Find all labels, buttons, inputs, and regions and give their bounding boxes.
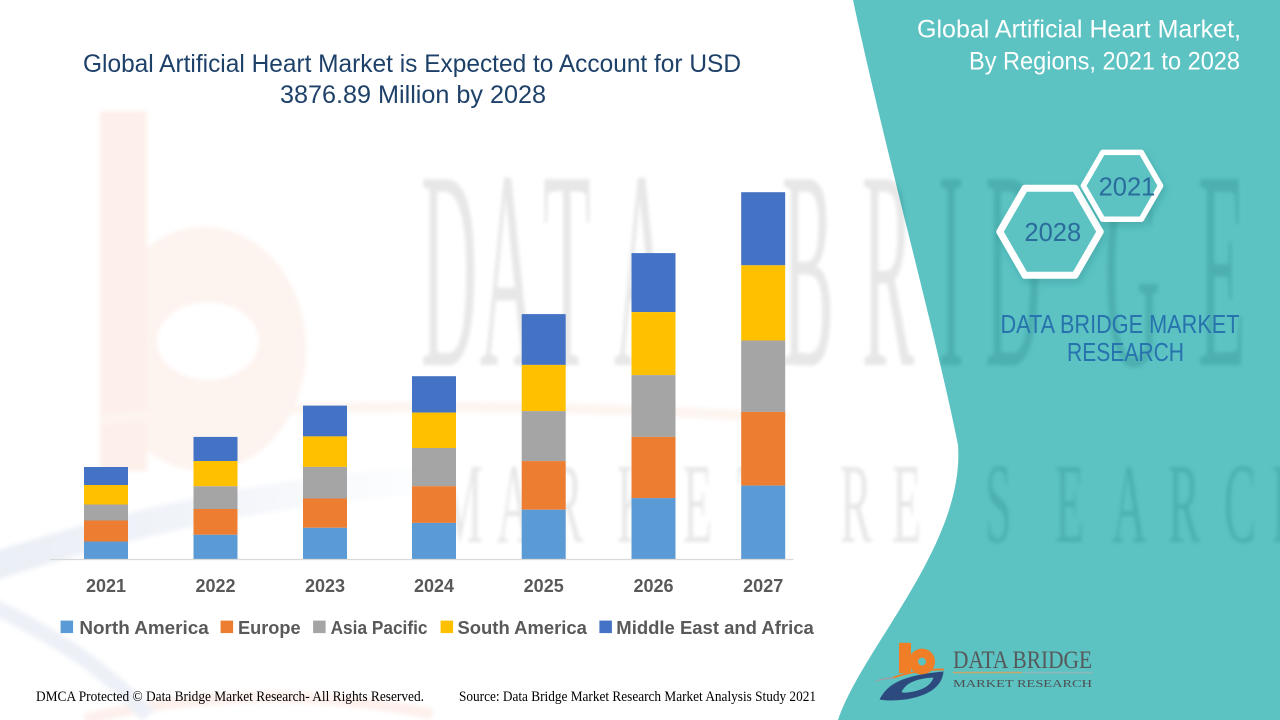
svg-text:2021: 2021 [1099, 174, 1156, 202]
svg-text:2025: 2025 [524, 576, 564, 596]
svg-text:3876.89 Million by 2028: 3876.89 Million by 2028 [280, 81, 546, 109]
svg-text:2026: 2026 [633, 576, 673, 596]
svg-text:Global Artificial Heart Market: Global Artificial Heart Market is Expect… [83, 50, 741, 78]
svg-text:Source: Data Bridge Market Res: Source: Data Bridge Market Research Mark… [459, 689, 816, 705]
svg-text:2022: 2022 [195, 576, 235, 596]
svg-text:DMCA Protected © Data Bridge M: DMCA Protected © Data Bridge Market Rese… [36, 689, 424, 705]
svg-text:Global Artificial Heart Market: Global Artificial Heart Market, [917, 16, 1241, 44]
svg-text:2023: 2023 [305, 576, 345, 596]
svg-text:2027: 2027 [743, 576, 783, 596]
svg-text:North America: North America [79, 618, 209, 638]
svg-text:2024: 2024 [414, 576, 454, 596]
svg-text:Middle East and Africa: Middle East and Africa [616, 618, 815, 638]
svg-text:DATA BRIDGE MARKET: DATA BRIDGE MARKET [1001, 309, 1240, 339]
svg-text:South America: South America [458, 618, 588, 638]
svg-text:Asia Pacific: Asia Pacific [331, 618, 428, 638]
svg-text:RESEARCH: RESEARCH [1067, 337, 1184, 367]
svg-text:MARKET RESEARCH: MARKET RESEARCH [953, 679, 1092, 690]
svg-text:Europe: Europe [238, 618, 301, 638]
svg-text:By Regions, 2021 to 2028: By Regions, 2021 to 2028 [969, 48, 1240, 76]
svg-text:2028: 2028 [1024, 219, 1081, 247]
svg-text:2021: 2021 [86, 576, 126, 596]
svg-text:DATA BRIDGE: DATA BRIDGE [953, 645, 1092, 674]
